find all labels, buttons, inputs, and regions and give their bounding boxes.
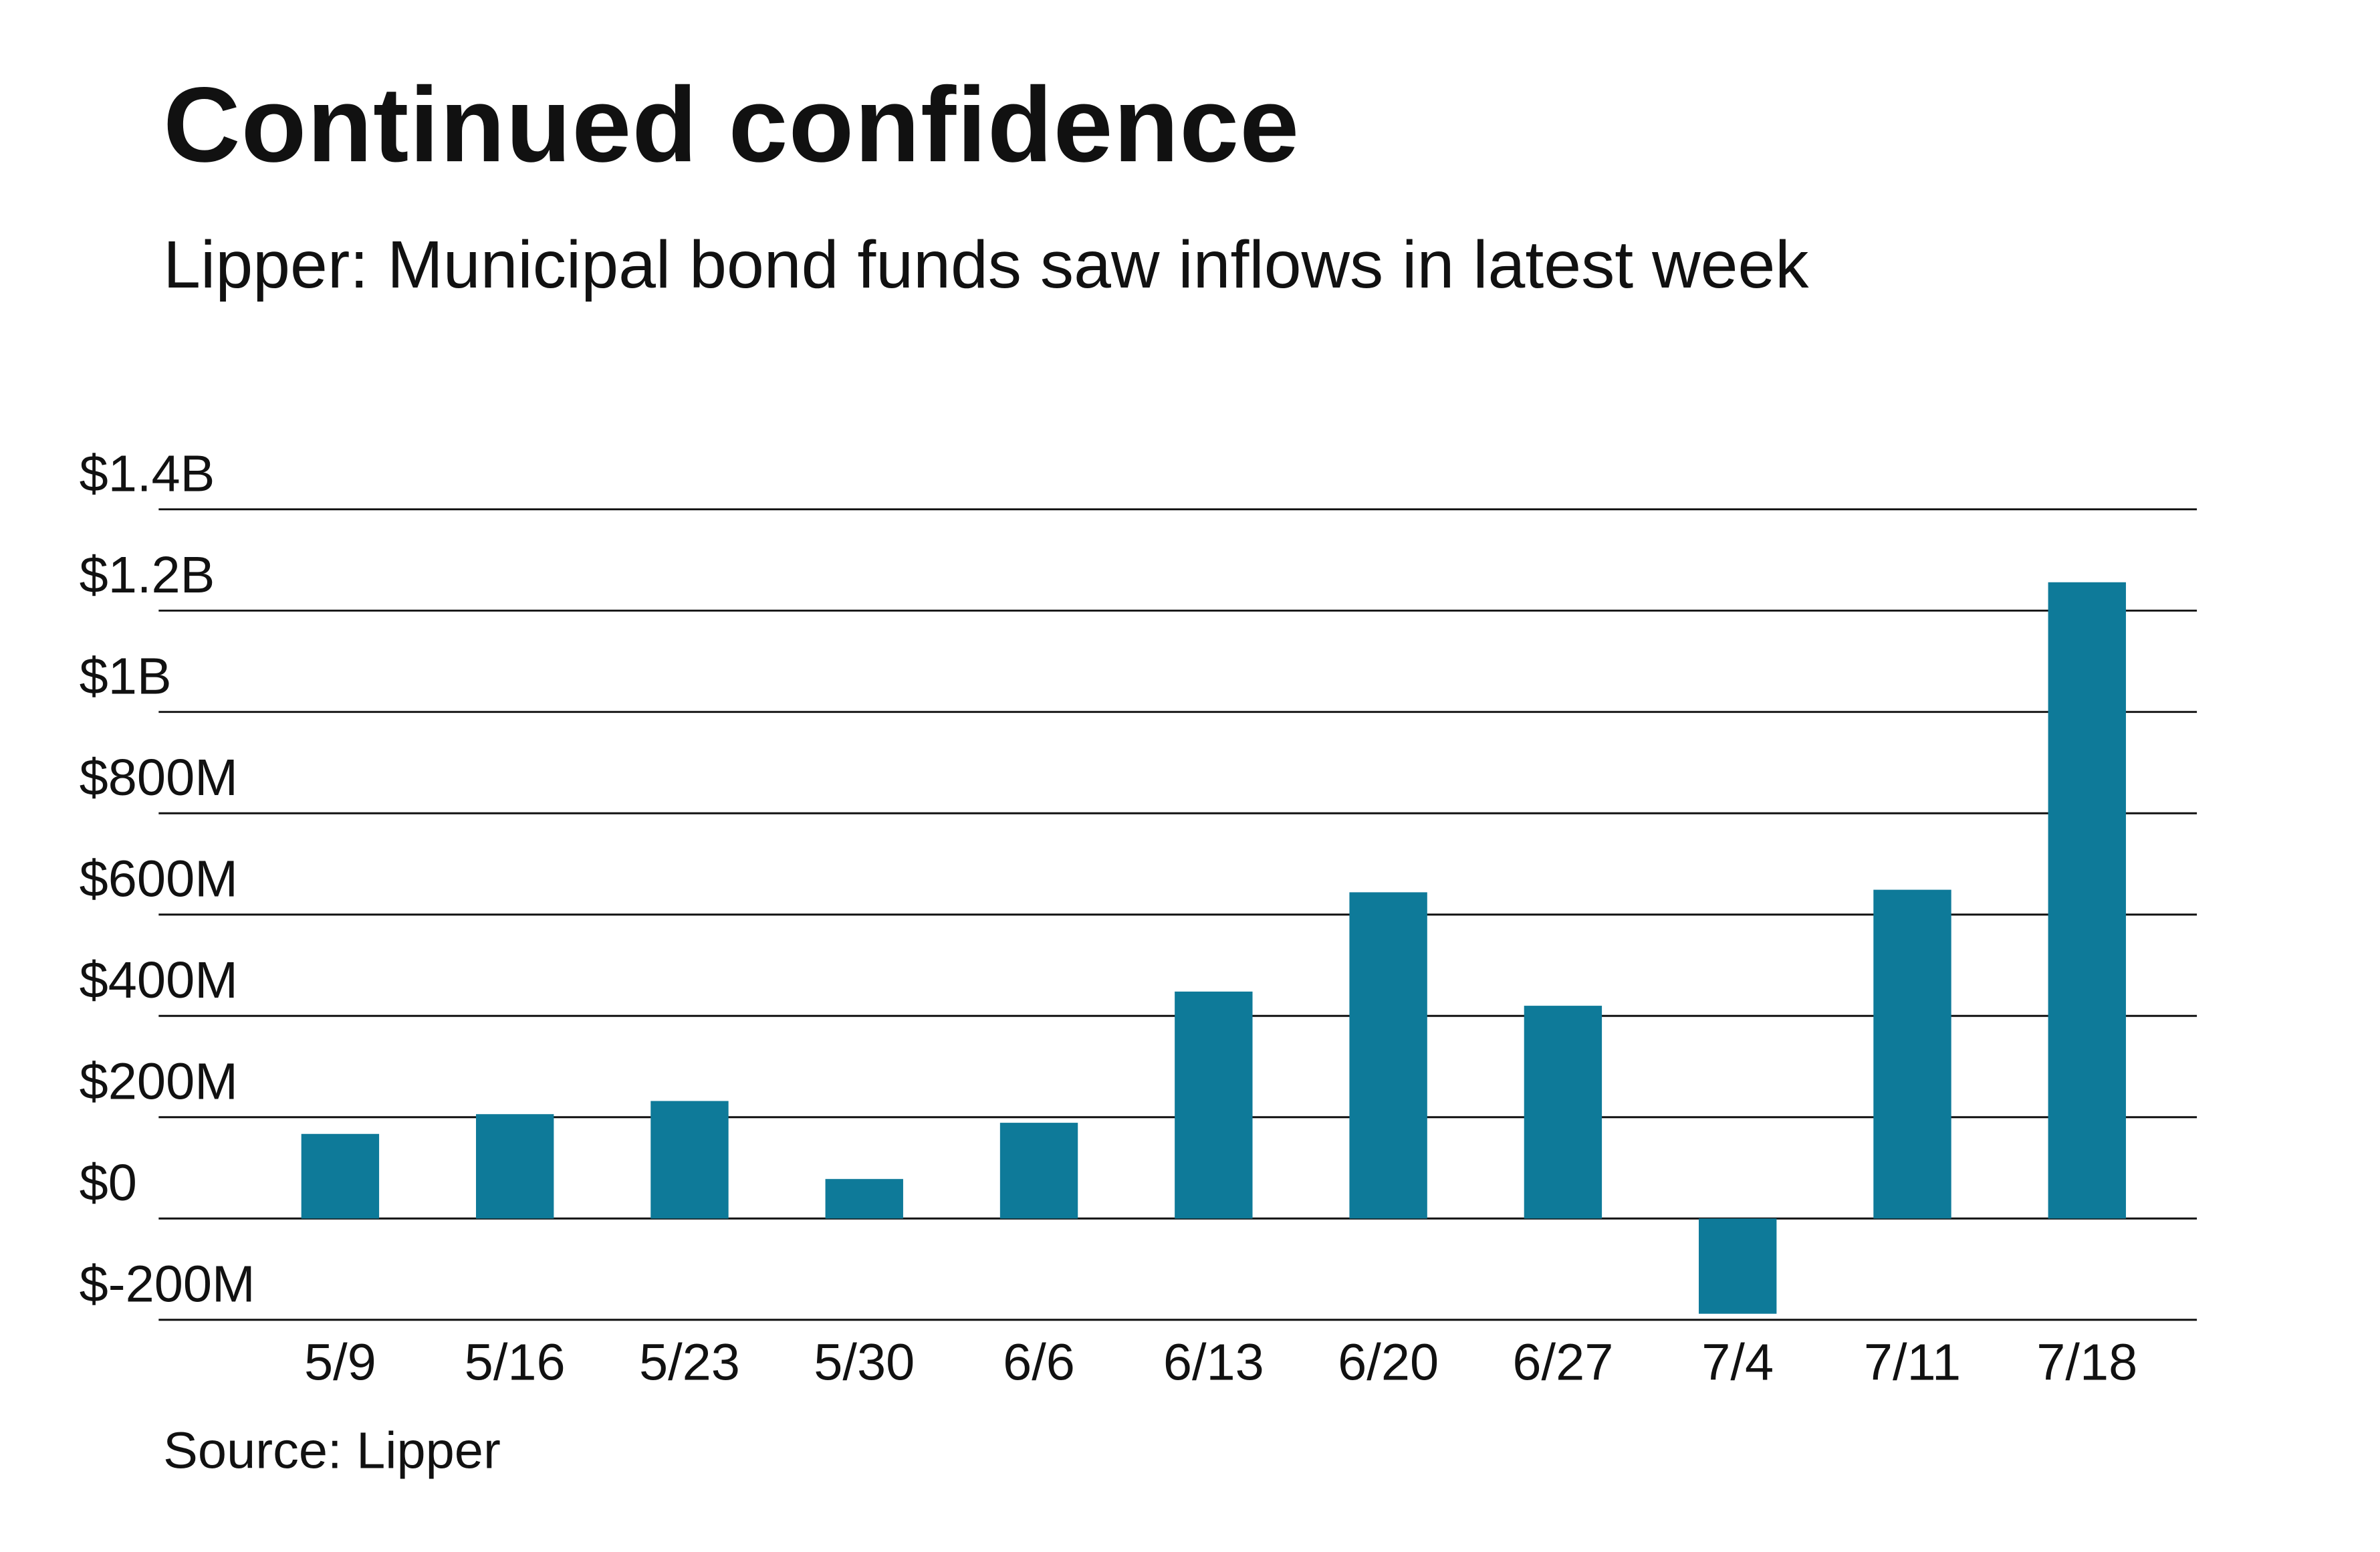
y-tick-label: $800M bbox=[80, 749, 238, 806]
chart-subtitle: Lipper: Municipal bond funds saw inflows… bbox=[163, 228, 1809, 303]
bar-6-27 bbox=[1524, 1006, 1602, 1219]
y-tick-label: $0 bbox=[80, 1154, 137, 1212]
x-tick-label: 5/23 bbox=[639, 1334, 740, 1392]
y-tick-label: $400M bbox=[80, 952, 238, 1009]
bar-7-4 bbox=[1699, 1218, 1777, 1314]
bar-5-30 bbox=[825, 1179, 903, 1219]
y-tick-label: $600M bbox=[80, 851, 238, 908]
x-tick-label: 6/6 bbox=[1003, 1334, 1075, 1392]
bar-7-18 bbox=[2048, 582, 2126, 1219]
x-tick-label: 5/9 bbox=[304, 1334, 376, 1392]
y-tick-label: $200M bbox=[80, 1053, 238, 1111]
y-tick-label: $1.2B bbox=[80, 546, 215, 604]
chart-title: Continued confidence bbox=[163, 65, 1300, 185]
bar-5-9 bbox=[301, 1133, 380, 1219]
x-tick-label: 5/16 bbox=[465, 1334, 566, 1392]
y-tick-label: $1.4B bbox=[80, 445, 215, 502]
bar-5-23 bbox=[650, 1101, 729, 1219]
x-tick-label: 6/27 bbox=[1512, 1334, 1613, 1392]
y-tick-label: $1B bbox=[80, 648, 172, 705]
x-tick-label: 7/11 bbox=[1864, 1334, 1961, 1392]
x-tick-label: 7/4 bbox=[1701, 1334, 1774, 1392]
bar-6-6 bbox=[999, 1123, 1078, 1219]
x-tick-label: 6/13 bbox=[1163, 1334, 1264, 1392]
x-tick-label: 5/30 bbox=[814, 1334, 915, 1392]
x-tick-label: 6/20 bbox=[1338, 1334, 1439, 1392]
x-tick-label: 7/18 bbox=[2036, 1334, 2137, 1392]
bar-6-13 bbox=[1175, 991, 1253, 1219]
y-tick-label: $-200M bbox=[80, 1256, 255, 1313]
source-note: Source: Lipper bbox=[163, 1422, 501, 1480]
bar-6-20 bbox=[1349, 892, 1427, 1219]
bar-5-16 bbox=[475, 1114, 554, 1219]
bar-7-11 bbox=[1873, 889, 1951, 1219]
